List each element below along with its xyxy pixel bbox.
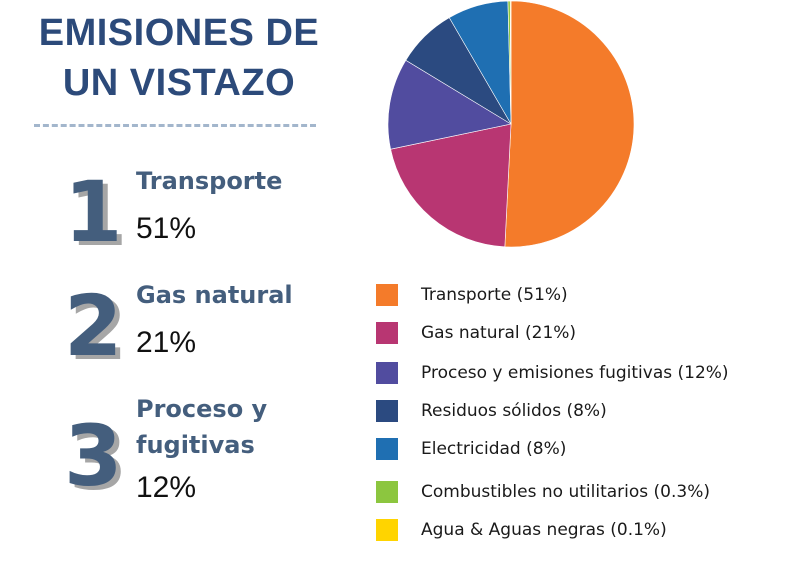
emissions-pie-chart <box>387 0 635 248</box>
legend-label: Proceso y emisiones fugitivas (12%) <box>421 363 729 383</box>
legend-swatch <box>376 322 398 344</box>
dashed-divider <box>34 124 316 127</box>
legend-item: Electricidad (8%) <box>376 434 806 464</box>
legend-swatch <box>376 519 398 541</box>
legend-item: Residuos sólidos (8%) <box>376 396 806 426</box>
legend-item: Gas natural (21%) <box>376 318 806 348</box>
pie-slice-0 <box>504 0 635 248</box>
legend-item: Agua & Aguas negras (0.1%) <box>376 515 806 545</box>
legend-item: Transporte (51%) <box>376 280 806 310</box>
legend-label: Electricidad (8%) <box>421 439 567 459</box>
legend-label: Agua & Aguas negras (0.1%) <box>421 520 667 540</box>
legend-swatch <box>376 284 398 306</box>
legend-label: Gas natural (21%) <box>421 323 577 343</box>
rank-name: Gas natural <box>136 281 293 309</box>
legend-label: Combustibles no utilitarios (0.3%) <box>421 482 710 502</box>
legend-label: Transporte (51%) <box>421 285 568 305</box>
rank-percent: 12% <box>136 471 197 504</box>
title-line-2: UN VISTAZO <box>62 62 296 104</box>
title-line-1: EMISIONES DE <box>38 12 320 54</box>
legend-swatch <box>376 438 398 460</box>
rank-number: 2 <box>64 277 123 375</box>
pie-slice-1 <box>390 123 512 248</box>
legend-swatch <box>376 481 398 503</box>
legend-label: Residuos sólidos (8%) <box>421 401 607 421</box>
rank-name: Transporte <box>136 167 283 195</box>
rank-number: 3 <box>64 407 123 505</box>
pie-slice-2 <box>387 59 512 150</box>
rank-percent: 21% <box>136 326 197 359</box>
infographic-title: EMISIONES DE UN VISTAZO <box>18 8 340 108</box>
legend-item: Proceso y emisiones fugitivas (12%) <box>376 358 806 388</box>
rank-name-line-2: fugitivas <box>136 431 255 459</box>
rank-percent: 51% <box>136 212 197 245</box>
rank-number: 1 <box>64 163 123 261</box>
pie-slice-6 <box>509 0 512 125</box>
rank-name-line-1: Proceso y <box>136 395 268 423</box>
legend-item: Combustibles no utilitarios (0.3%) <box>376 477 806 507</box>
legend-swatch <box>376 400 398 422</box>
legend-swatch <box>376 362 398 384</box>
